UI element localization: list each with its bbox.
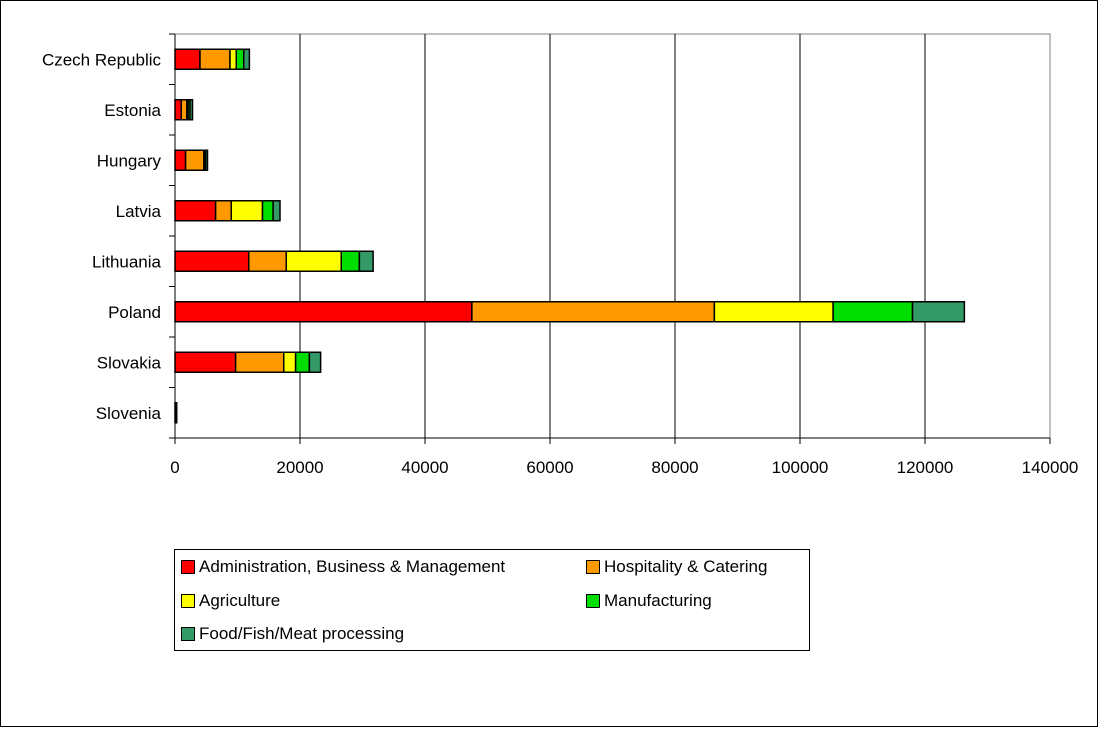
- legend-swatch-administration: [181, 560, 195, 574]
- bar-segment: [236, 352, 284, 372]
- bar-segment: [359, 251, 373, 271]
- bar-segment: [236, 49, 244, 69]
- legend-swatch-hospitality: [586, 560, 600, 574]
- bar-segment: [296, 352, 310, 372]
- legend-swatch-agriculture: [181, 594, 195, 608]
- bar-segment: [190, 100, 193, 120]
- y-category-label: Lithuania: [92, 252, 162, 271]
- bar-segment: [175, 302, 472, 322]
- bar-segment: [186, 150, 204, 170]
- x-tick-label: 120000: [897, 458, 954, 477]
- bar-segment: [230, 49, 236, 69]
- bar-segment: [181, 100, 187, 120]
- bar-segment: [714, 302, 833, 322]
- bar-segment: [341, 251, 359, 271]
- bar-segment: [206, 150, 208, 170]
- bar-segment: [231, 201, 262, 221]
- legend-label: Agriculture: [199, 591, 280, 611]
- bar-segment: [472, 302, 715, 322]
- bar-segment: [913, 302, 965, 322]
- legend-label: Food/Fish/Meat processing: [199, 624, 404, 644]
- x-tick-label: 20000: [276, 458, 323, 477]
- bar-segment: [263, 201, 274, 221]
- legend-swatch-manufacturing: [586, 594, 600, 608]
- y-category-label: Czech Republic: [42, 50, 162, 69]
- bar-segment: [244, 49, 250, 69]
- bar-segment: [176, 403, 177, 423]
- x-tick-label: 60000: [526, 458, 573, 477]
- bar-segment: [249, 251, 287, 271]
- legend-swatch-food-processing: [181, 627, 195, 641]
- legend-label: Administration, Business & Management: [199, 557, 505, 577]
- chart-legend: Administration, Business & Management Ho…: [174, 549, 810, 651]
- y-category-label: Estonia: [104, 101, 161, 120]
- x-tick-label: 100000: [772, 458, 829, 477]
- legend-item: Manufacturing: [586, 591, 712, 611]
- bar-segment: [284, 352, 296, 372]
- legend-item: Administration, Business & Management: [181, 557, 505, 577]
- x-tick-label: 140000: [1022, 458, 1079, 477]
- bar-segment: [175, 352, 236, 372]
- legend-item: Food/Fish/Meat processing: [181, 624, 404, 644]
- bar-segment: [175, 150, 186, 170]
- x-tick-label: 0: [170, 458, 179, 477]
- bar-segment: [216, 201, 232, 221]
- bar-segment: [273, 201, 280, 221]
- legend-item: Agriculture: [181, 591, 280, 611]
- bar-segment: [833, 302, 912, 322]
- legend-label: Manufacturing: [604, 591, 712, 611]
- plot-area: [175, 34, 1050, 438]
- bar-segment: [200, 49, 230, 69]
- bar-segment: [286, 251, 341, 271]
- x-tick-label: 40000: [401, 458, 448, 477]
- bar-segment: [175, 201, 216, 221]
- bar-segment: [309, 352, 320, 372]
- y-category-label: Poland: [108, 303, 161, 322]
- legend-label: Hospitality & Catering: [604, 557, 767, 577]
- bar-segment: [175, 251, 249, 271]
- bar-segment: [175, 100, 181, 120]
- y-category-label: Slovakia: [97, 353, 162, 372]
- y-category-label: Slovenia: [96, 404, 162, 423]
- y-category-label: Hungary: [97, 151, 162, 170]
- x-tick-label: 80000: [651, 458, 698, 477]
- legend-item: Hospitality & Catering: [586, 557, 767, 577]
- y-category-label: Latvia: [116, 202, 162, 221]
- bar-segment: [175, 49, 200, 69]
